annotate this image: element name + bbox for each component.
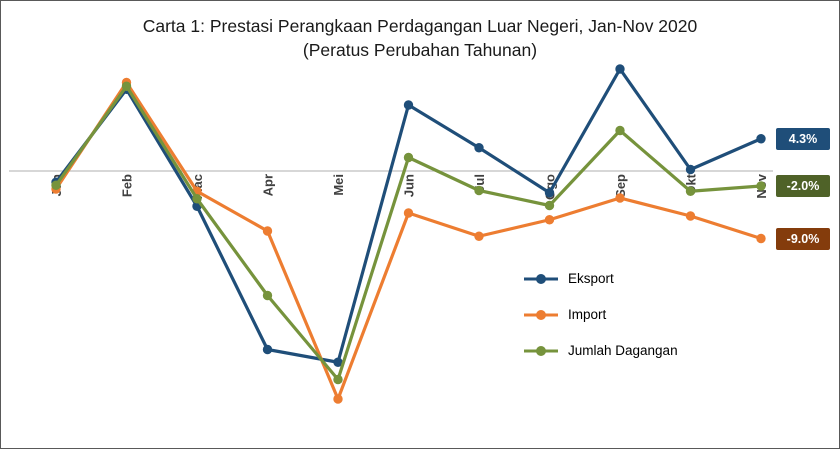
data-point-eksport	[615, 64, 625, 74]
data-point-import	[615, 193, 625, 203]
chart-title-line1: Carta 1: Prestasi Perangkaan Perdagangan…	[142, 16, 698, 36]
data-point-jumlah-dagangan	[403, 152, 414, 163]
legend-item-eksport: Eksport	[523, 271, 678, 286]
legend-item-jumlah-dagangan: Jumlah Dagangan	[523, 343, 678, 358]
data-point-jumlah-dagangan	[615, 125, 625, 136]
legend-marker-icon	[524, 345, 558, 356]
legend-marker-icon	[524, 273, 558, 284]
data-point-eksport	[544, 188, 555, 198]
legend-marker-icon	[524, 309, 558, 320]
data-point-jumlah-dagangan	[262, 290, 273, 301]
x-axis-label: Sep	[613, 174, 628, 198]
data-point-import	[262, 226, 273, 236]
data-point-jumlah-dagangan	[51, 180, 61, 190]
data-label-import: -9.0%	[776, 227, 830, 250]
legend-label: Eksport	[568, 271, 614, 286]
data-point-import	[756, 233, 766, 244]
data-point-import	[474, 231, 484, 241]
data-point-eksport	[403, 100, 414, 110]
data-label-eksport: 4.3%	[776, 127, 830, 150]
data-point-jumlah-dagangan	[685, 186, 696, 196]
data-point-eksport	[262, 344, 273, 355]
chart-title-line2: (Peratus Perubahan Tahunan)	[302, 39, 538, 60]
data-point-import	[403, 208, 414, 218]
data-point-jumlah-dagangan	[474, 185, 484, 196]
data-point-import	[333, 394, 343, 404]
x-axis-label: Apr	[261, 174, 276, 196]
legend-item-import: Import	[523, 307, 678, 322]
x-axis-label: Mei	[331, 174, 346, 196]
data-point-jumlah-dagangan	[756, 181, 766, 191]
x-axis-label: Feb	[120, 174, 135, 197]
x-axis-label: Jun	[402, 174, 417, 197]
data-point-import	[685, 211, 696, 221]
data-point-jumlah-dagangan	[333, 374, 343, 385]
data-point-eksport	[474, 143, 484, 153]
chart-legend: Eksport Import Jumlah Dagangan	[523, 271, 678, 358]
data-point-eksport	[685, 164, 696, 175]
data-point-jumlah-dagangan	[121, 81, 132, 91]
data-label-jumlah-dagangan: -2.0%	[776, 175, 830, 197]
legend-label: Import	[568, 307, 607, 322]
chart-title: Carta 1: Prestasi Perangkaan Perdagangan…	[1, 15, 839, 62]
data-point-jumlah-dagangan	[544, 200, 555, 211]
data-point-jumlah-dagangan	[192, 194, 202, 204]
data-point-eksport	[756, 134, 766, 144]
data-point-import	[544, 215, 555, 225]
legend-label: Jumlah Dagangan	[568, 343, 678, 358]
